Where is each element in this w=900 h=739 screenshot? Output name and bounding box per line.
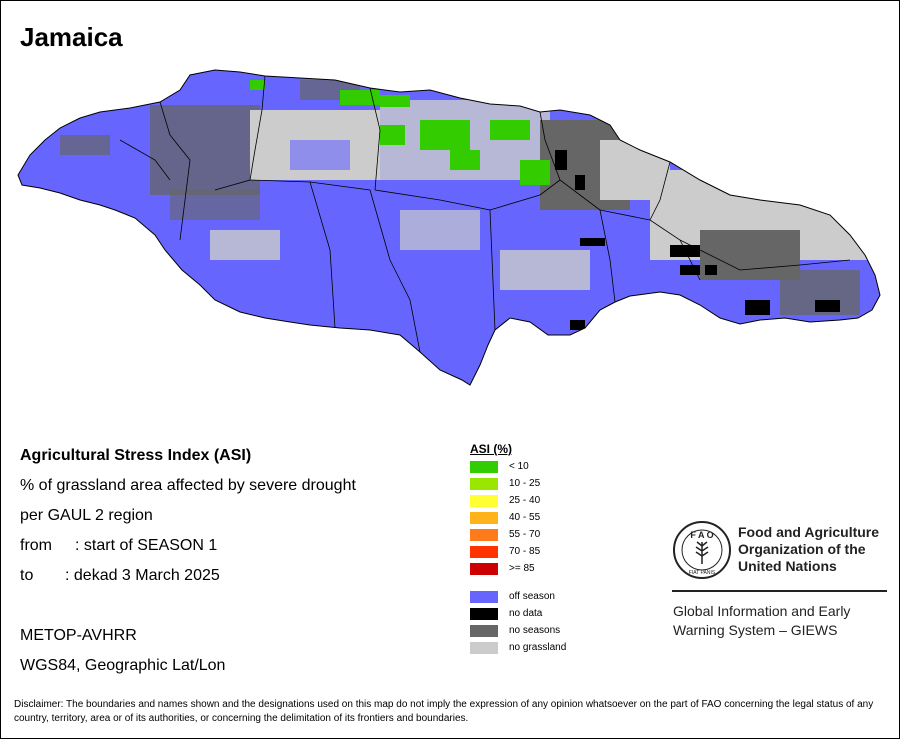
disclaimer: Disclaimer: The boundaries and names sho…: [14, 699, 874, 724]
legend-swatch: [470, 642, 498, 654]
legend-swatch: [470, 625, 498, 637]
legend-label: 70 - 85: [509, 546, 541, 557]
legend-swatch: [470, 591, 498, 603]
map-title: Jamaica: [20, 22, 123, 52]
fao-name-line-1: Food and Agriculture: [738, 524, 880, 540]
fao-logo-letters: F A O: [690, 530, 713, 540]
legend-label: >= 85: [509, 563, 535, 574]
legend-label: 25 - 40: [509, 495, 541, 506]
index-title: Agricultural Stress Index (ASI): [20, 447, 252, 464]
legend-label: no grassland: [509, 642, 567, 653]
legend-swatch: [470, 546, 498, 558]
legend-label: 55 - 70: [509, 529, 541, 540]
to-value: : dekad 3 March 2025: [65, 567, 220, 584]
legend-label: 10 - 25: [509, 478, 541, 489]
fao-logo-motto: FIAT PANIS: [689, 570, 716, 576]
info-line-2: % of grassland area affected by severe d…: [20, 477, 356, 494]
legend-label: 40 - 55: [509, 512, 541, 523]
legend-swatch: [470, 495, 498, 507]
fao-logo-icon: F A O FIAT PANIS: [673, 521, 731, 579]
jamaica-map: [17, 69, 881, 386]
projection-label: WGS84, Geographic Lat/Lon: [20, 657, 226, 674]
legend-swatch: [470, 608, 498, 620]
fao-branding: F A O FIAT PANIS Food and Agriculture Or…: [670, 518, 890, 648]
legend-title: ASI (%): [470, 442, 512, 456]
legend-label: no seasons: [509, 625, 561, 636]
fao-name: Food and Agriculture Organization of the…: [738, 524, 879, 575]
legend-swatch: [470, 512, 498, 524]
from-label: from: [20, 537, 52, 554]
legend-swatch: [470, 529, 498, 541]
sensor-label: METOP-AVHRR: [20, 627, 137, 644]
fao-name-line-3: United Nations: [738, 558, 837, 574]
legend-swatch: [470, 563, 498, 575]
giews-line-2: Warning System – GIEWS: [673, 622, 838, 638]
from-value: : start of SEASON 1: [75, 537, 218, 554]
legend-label: off season: [509, 591, 555, 602]
giews-line-1: Global Information and Early: [673, 603, 851, 619]
to-label: to: [20, 567, 34, 584]
fao-name-line-2: Organization of the: [738, 541, 866, 557]
legend-label: no data: [509, 608, 543, 619]
divider: [672, 590, 887, 592]
legend-swatch: [470, 478, 498, 490]
giews-name: Global Information and Early Warning Sys…: [673, 602, 850, 640]
legend-swatch: [470, 461, 498, 473]
legend-label: < 10: [509, 461, 529, 472]
info-line-3: per GAUL 2 region: [20, 507, 153, 524]
